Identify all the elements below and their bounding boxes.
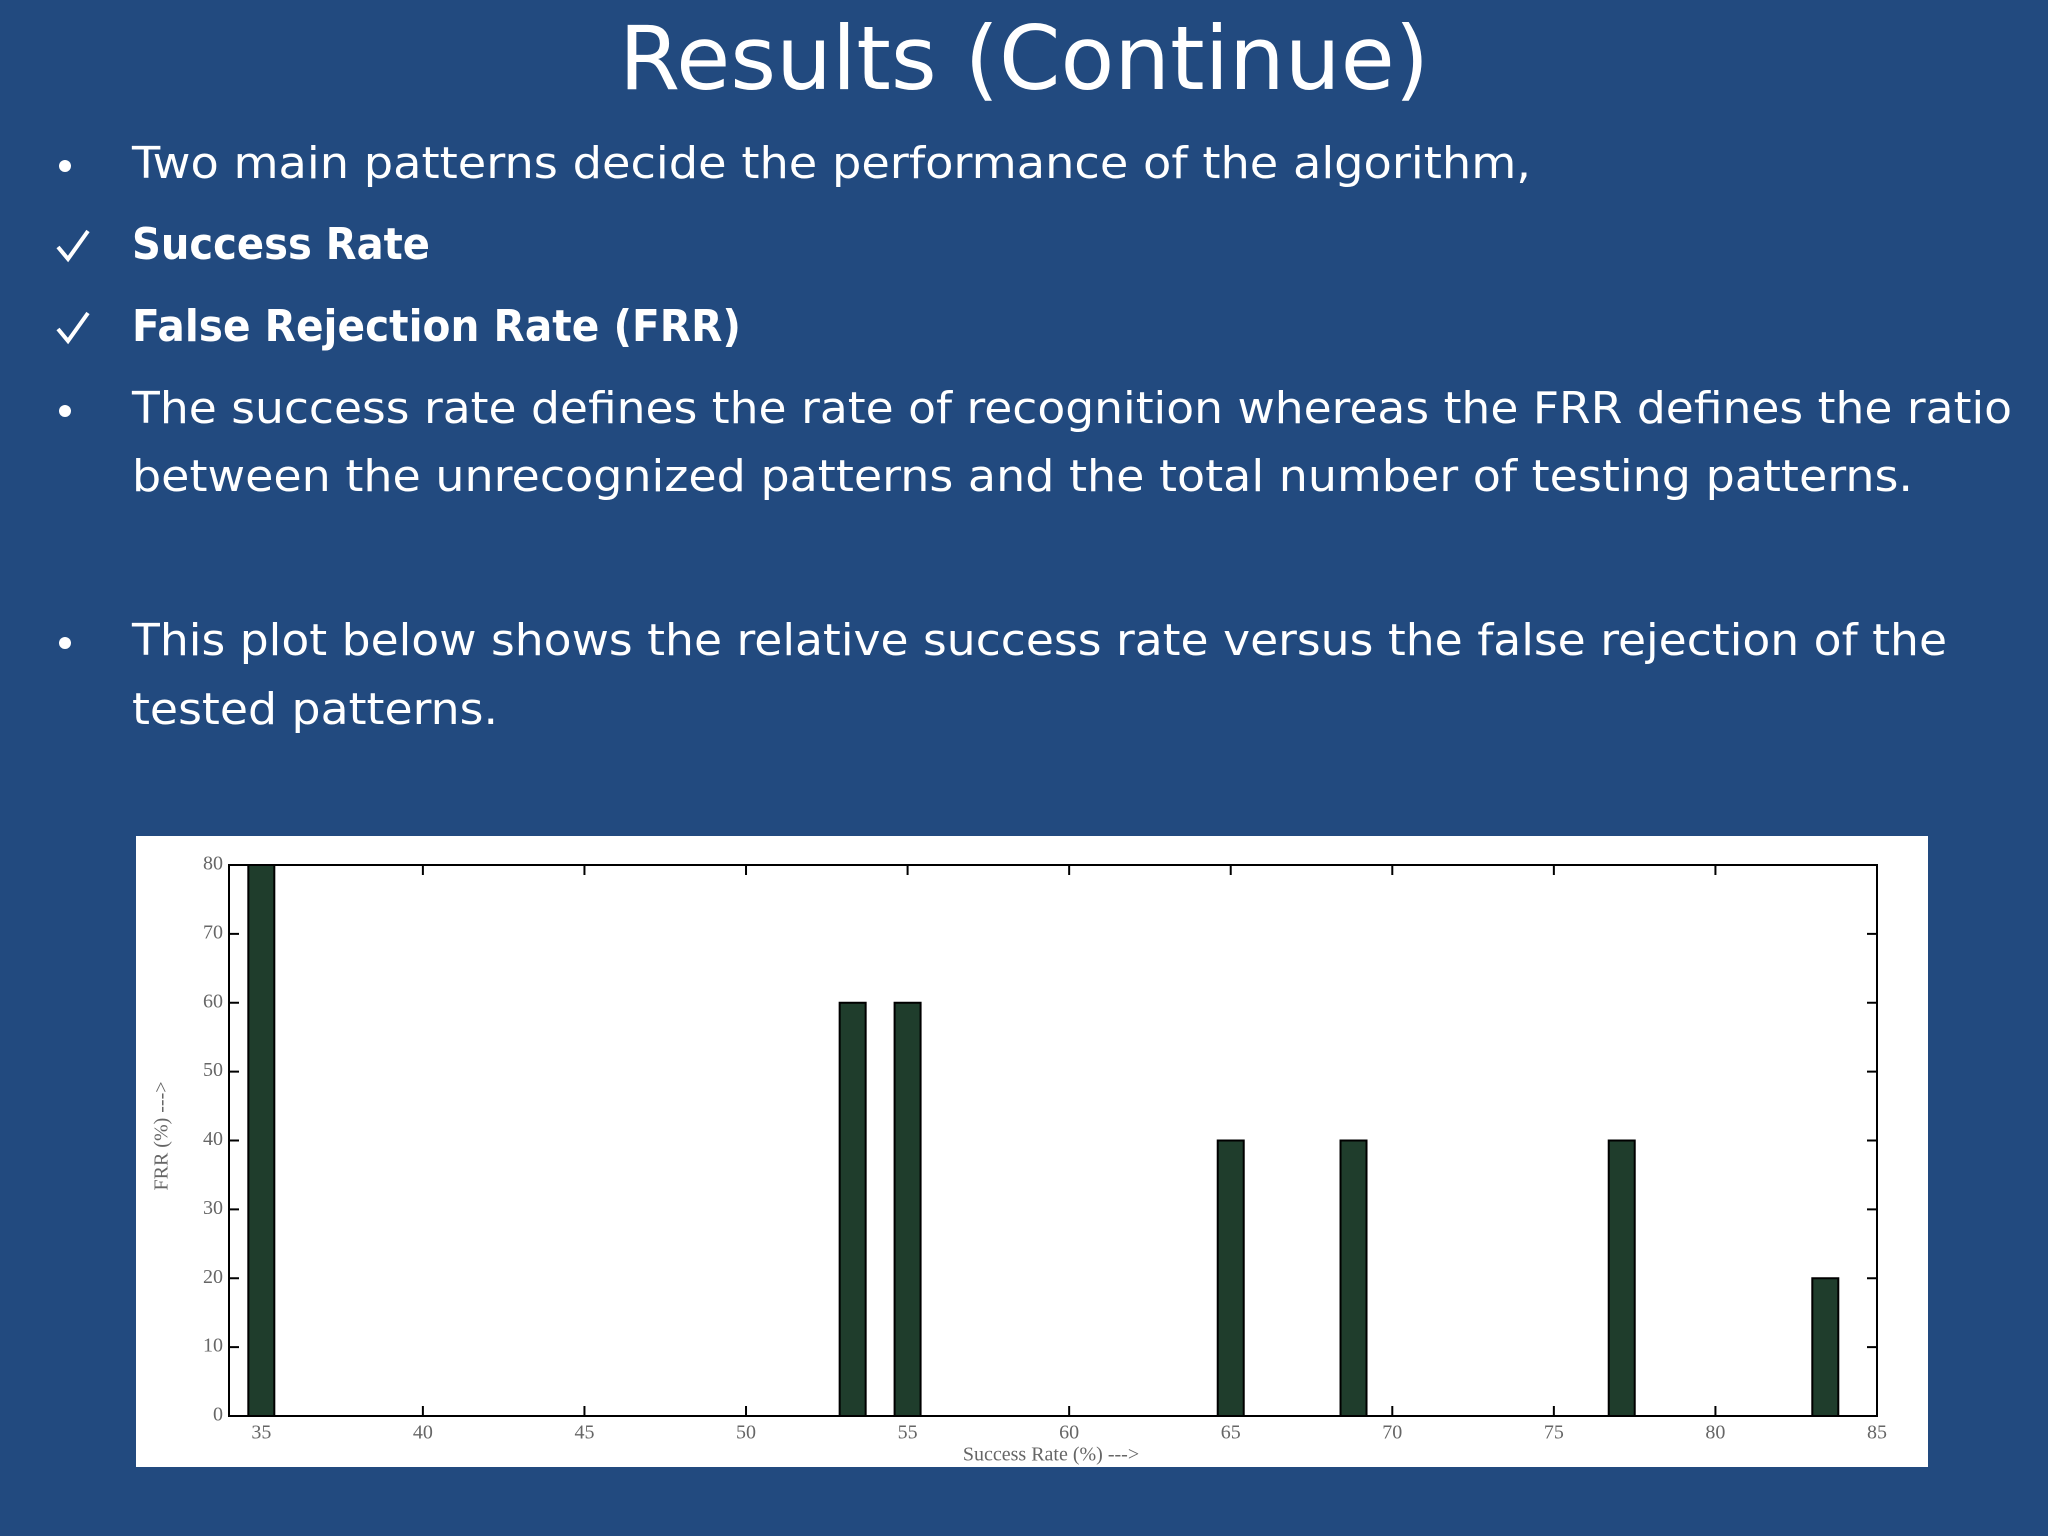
x-tick-label: 80 — [1705, 1422, 1725, 1444]
bar — [1216, 1139, 1245, 1417]
bullet — [59, 637, 71, 649]
bullet-text: This plot below shows the relative succe… — [131, 615, 1947, 666]
chart: FRR (%) ---> Success Rate (%) ---> 0 10 20… — [136, 836, 1928, 1467]
chart-background — [136, 836, 1928, 1467]
bullet-text: between the unrecognized patterns and th… — [132, 451, 1913, 502]
x-tick-label: 70 — [1382, 1422, 1402, 1444]
bullet-text: tested patterns. — [132, 684, 498, 735]
y-tick-label: 30 — [203, 1197, 223, 1219]
x-tick-label: 55 — [898, 1422, 918, 1444]
x-tick-label: 45 — [574, 1422, 594, 1444]
bar — [838, 1001, 867, 1417]
bullet-text: False Rejection Rate (FRR) — [132, 301, 741, 352]
y-tick-label: 0 — [213, 1404, 223, 1426]
bullet — [59, 405, 71, 417]
x-tick-label: 35 — [251, 1422, 271, 1444]
bar — [1607, 1139, 1636, 1417]
x-axis-title: Success Rate (%) ---> — [963, 1444, 1139, 1466]
x-tick-label: 65 — [1221, 1422, 1241, 1444]
x-tick-label: 50 — [736, 1422, 756, 1444]
check-mark — [56, 311, 90, 345]
x-tick-label: 85 — [1867, 1422, 1887, 1444]
bar — [1339, 1139, 1368, 1417]
bar — [1811, 1277, 1840, 1417]
bullet — [59, 160, 71, 172]
y-tick-label: 60 — [203, 990, 223, 1012]
y-tick-label: 50 — [203, 1059, 223, 1081]
slide-title: Results (Continue) — [619, 7, 1429, 110]
bar — [893, 1001, 922, 1417]
bar — [247, 864, 276, 1417]
bullet-text: Two main patterns decide the performance… — [131, 138, 1531, 189]
y-tick-label: 10 — [203, 1335, 223, 1357]
y-tick-label: 40 — [203, 1128, 223, 1150]
bullet-text: The success rate defines the rate of rec… — [131, 383, 2012, 434]
bullet-text: Success Rate — [132, 219, 430, 270]
y-tick-label: 20 — [203, 1266, 223, 1288]
x-tick-label: 60 — [1059, 1422, 1079, 1444]
y-axis-title: FRR (%) ---> — [151, 1081, 173, 1190]
x-tick-label: 40 — [413, 1422, 433, 1444]
y-tick-label: 70 — [203, 921, 223, 943]
x-tick-label: 75 — [1544, 1422, 1564, 1444]
check-mark — [56, 229, 90, 263]
y-tick-label: 80 — [203, 853, 223, 875]
